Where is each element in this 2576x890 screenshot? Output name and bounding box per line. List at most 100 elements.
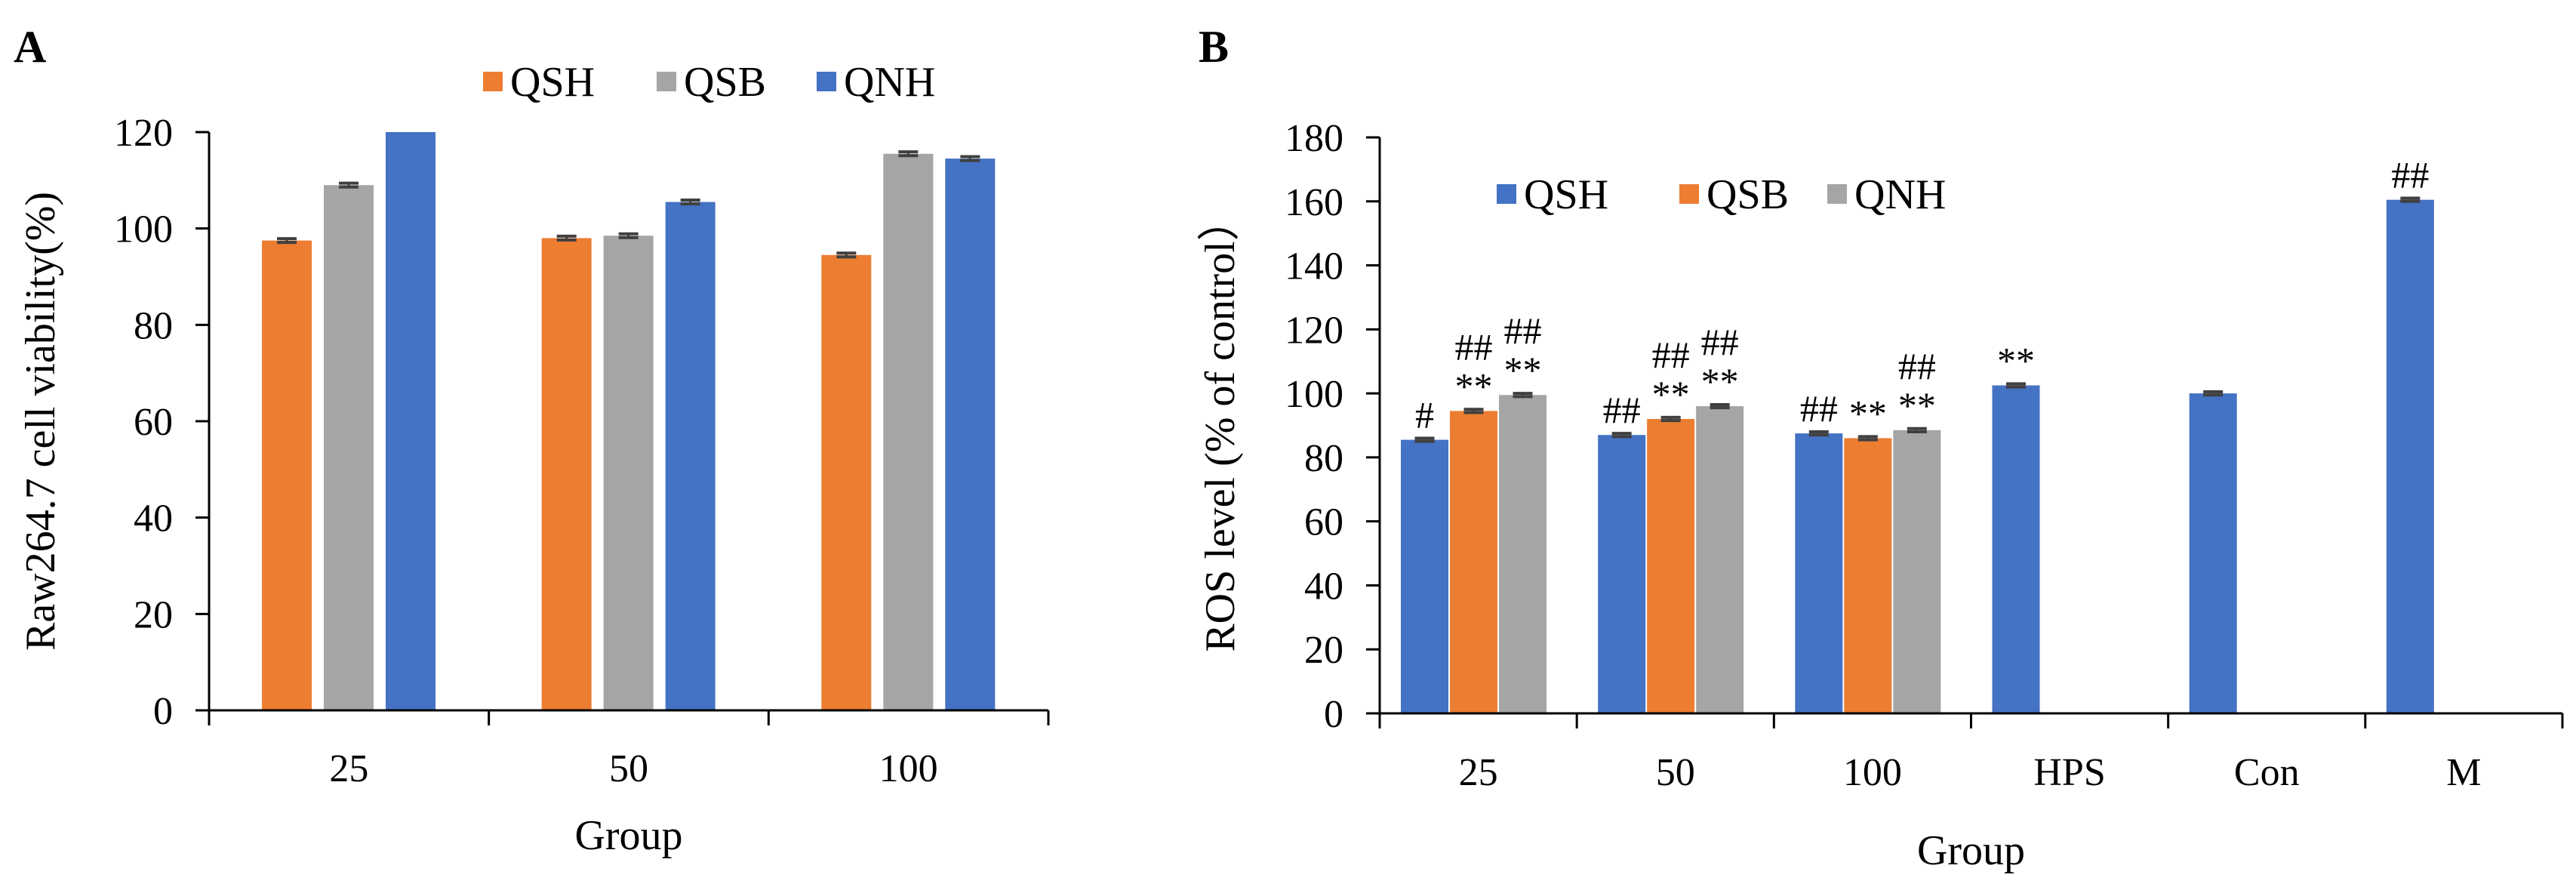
significance-mark-b-25-qnh: ## — [1504, 309, 1542, 352]
significance-mark-b-m-qsh: ## — [2391, 154, 2429, 196]
panel-a: A 0 20 40 60 80 100 120 25 50 100 Group Raw264.7 cel… — [14, 22, 1050, 859]
error-bar-b-qsh-50 — [1611, 432, 1632, 439]
significance-mark-b-50-qnh: ** — [1701, 360, 1739, 402]
legend-swatch-qnh — [817, 72, 836, 91]
error-bar-b-qsh-25 — [1414, 436, 1435, 443]
error-bar-a-qsh-25 — [277, 237, 297, 245]
bar-b-qnh-50 — [1696, 406, 1744, 713]
y-axis-title-a: Raw264.7 cell viability(%) — [17, 192, 64, 651]
legend-label-qnh: QNH — [1854, 171, 1946, 218]
x-tick-label-a: 25 — [329, 747, 368, 790]
y-tick-label-a: 20 — [134, 593, 173, 636]
legend-swatch-qsb — [657, 72, 676, 91]
error-bar-b-qsh-hps — [2006, 382, 2026, 389]
error-bar-b-qsh-m — [2400, 196, 2421, 203]
error-bar-b-qnh-50 — [1710, 402, 1730, 410]
bar-b-qnh-100 — [1893, 430, 1941, 713]
bar-a-qsh-100 — [821, 254, 872, 710]
bar-a-qsb-25 — [324, 185, 374, 710]
significance-mark-b-50-qsb: ** — [1652, 373, 1690, 415]
bar-a-qnh-50 — [665, 202, 716, 710]
significance-mark-b-25-qsb: ## — [1455, 325, 1493, 368]
error-bar-b-qnh-25 — [1513, 392, 1533, 399]
y-tick-label-a: 120 — [114, 112, 173, 155]
panel-label-a: A — [14, 22, 46, 72]
legend-swatch-qnh — [1827, 184, 1847, 204]
bar-b-qsh-100 — [1795, 433, 1843, 713]
y-tick-label-b: 160 — [1285, 181, 1343, 224]
bar-a-qsb-100 — [883, 153, 934, 711]
bar-b-qsh-hps — [1992, 385, 2040, 713]
x-tick-label-a: 50 — [609, 747, 648, 790]
error-bar-b-qsh-con — [2203, 390, 2224, 397]
bar-a-qnh-25 — [386, 132, 435, 710]
y-tick-label-b: 180 — [1285, 117, 1343, 160]
y-tick-label-b: 60 — [1304, 501, 1343, 544]
y-tick-label-b: 120 — [1285, 309, 1343, 352]
x-tick-label-b: 50 — [1656, 751, 1695, 794]
x-tick-label-b: M — [2446, 751, 2481, 794]
error-bar-b-qsb-25 — [1463, 408, 1484, 414]
error-bar-a-qsb-50 — [618, 232, 639, 239]
significance-mark-b-25-qnh: ** — [1504, 349, 1542, 391]
bar-a-qnh-100 — [945, 159, 996, 710]
panel-label-b: B — [1199, 22, 1229, 72]
y-tick-label-a: 40 — [134, 497, 173, 540]
bar-b-qsb-100 — [1844, 438, 1892, 713]
error-bar-a-qsh-100 — [836, 251, 857, 259]
legend-swatch-qsh — [1497, 184, 1516, 204]
legend-a: QSH QSB QNH — [483, 59, 935, 106]
significance-mark-b-100-qnh: ## — [1898, 345, 1936, 387]
x-tick-label-b: 100 — [1843, 751, 1902, 794]
significance-mark-b-25-qsh: # — [1415, 394, 1434, 436]
significance-mark-b-50-qsh: ## — [1603, 389, 1641, 431]
x-axis-title-a: Group — [574, 812, 682, 859]
y-tick-label-b: 140 — [1285, 245, 1343, 288]
bar-b-qsb-50 — [1647, 419, 1695, 713]
y-tick-label-b: 20 — [1304, 629, 1343, 672]
error-bar-a-qnh-100 — [960, 155, 980, 162]
bar-b-qsh-25 — [1401, 439, 1448, 713]
bar-b-qsh-m — [2386, 199, 2434, 713]
bar-a-qsh-50 — [541, 238, 592, 710]
y-tick-label-a: 60 — [134, 401, 173, 444]
y-tick-label-a: 80 — [134, 304, 173, 347]
error-bar-b-qsh-100 — [1808, 430, 1829, 437]
legend-label-qsh: QSH — [1524, 171, 1608, 218]
y-tick-label-a: 0 — [153, 690, 173, 733]
bar-b-qsh-con — [2189, 393, 2237, 713]
bar-a-qsb-50 — [603, 236, 654, 710]
y-tick-label-b: 80 — [1304, 437, 1343, 480]
x-tick-label-b: 25 — [1459, 751, 1498, 794]
error-bar-a-qsb-100 — [898, 150, 919, 158]
x-axis-title-b: Group — [1917, 827, 2025, 874]
x-tick-label-b: Con — [2234, 751, 2300, 794]
significance-mark-b-50-qsb: ## — [1652, 334, 1690, 376]
error-bar-b-qnh-100 — [1907, 427, 1927, 433]
error-bar-a-qnh-50 — [680, 199, 700, 206]
error-bar-a-qsb-25 — [339, 181, 359, 189]
bar-b-qsh-50 — [1598, 435, 1646, 713]
x-tick-label-a: 100 — [879, 747, 938, 790]
significance-mark-b-100-qsb: ** — [1849, 392, 1887, 434]
significance-mark-b-100-qnh: ** — [1898, 384, 1936, 427]
error-bar-a-qsh-50 — [556, 234, 577, 242]
bar-b-qnh-25 — [1499, 395, 1547, 713]
legend-label-qsb: QSB — [684, 59, 766, 106]
y-tick-label-b: 40 — [1304, 565, 1343, 608]
panel-b: B###**##**####**##**## **##****##02040608… — [1197, 22, 2564, 874]
significance-mark-b-25-qsb: ** — [1455, 365, 1493, 407]
legend-label-qsh: QSH — [510, 59, 595, 106]
y-tick-label-a: 100 — [114, 208, 173, 251]
x-tick-label-b: HPS — [2033, 751, 2105, 794]
legend-label-qsb: QSB — [1707, 171, 1789, 218]
significance-mark-b-50-qnh: ## — [1701, 321, 1739, 363]
y-tick-label-b: 0 — [1324, 693, 1343, 736]
legend-swatch-qsb — [1679, 184, 1699, 204]
error-bar-b-qsb-50 — [1660, 415, 1681, 423]
y-axis-title-b: ROS level (% of control） — [1197, 199, 1244, 651]
significance-mark-b-hps-qsh: ** — [1997, 340, 2035, 382]
legend-b: QSH QSB QNH — [1497, 171, 1946, 218]
legend-label-qnh: QNH — [844, 59, 935, 106]
